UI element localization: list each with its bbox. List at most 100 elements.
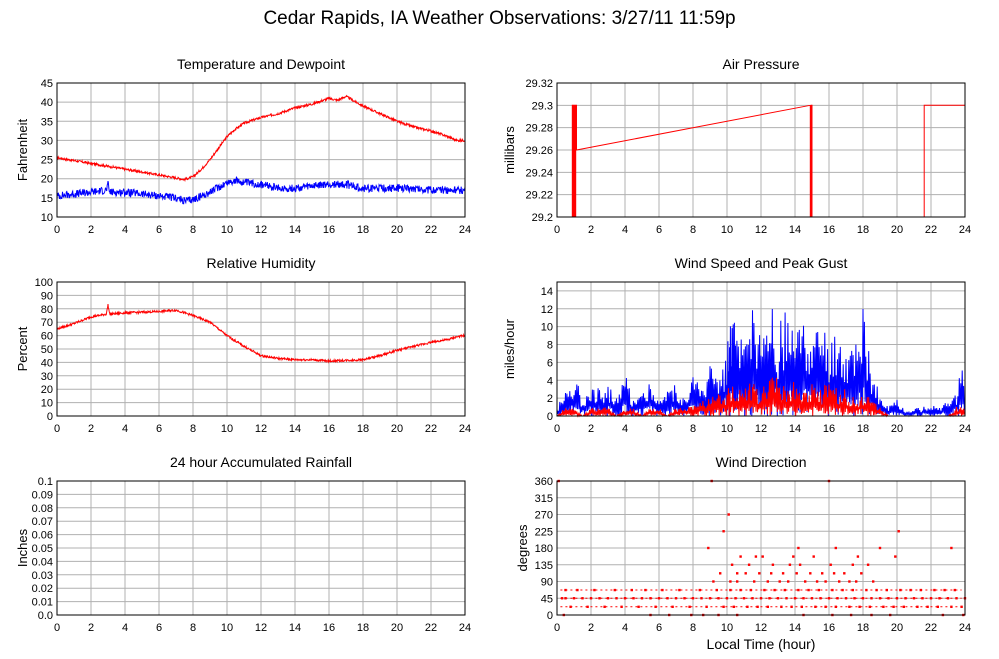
data-point	[858, 605, 861, 609]
x-tick-label: 12	[255, 423, 267, 435]
data-point	[787, 580, 790, 583]
x-tick-label: 10	[721, 622, 733, 634]
x-tick-label: 14	[289, 224, 301, 236]
x-tick-label: 22	[425, 224, 437, 236]
y-tick-label: 0	[47, 411, 53, 423]
data-point	[798, 563, 802, 566]
data-point	[657, 597, 661, 600]
data-point	[866, 563, 870, 566]
x-tick-label: 20	[391, 423, 403, 435]
data-point	[860, 572, 863, 575]
x-tick-label: 2	[88, 423, 94, 435]
plot-frame	[56, 281, 466, 417]
data-point	[722, 530, 725, 533]
x-tick-label: 14	[289, 423, 301, 435]
x-tick-label: 8	[690, 622, 696, 634]
x-tick-label: 2	[88, 622, 94, 634]
data-point	[722, 605, 725, 609]
series-line	[56, 94, 466, 182]
y-tick-label: 40	[41, 97, 53, 109]
data-point	[856, 555, 860, 558]
data-point	[817, 588, 820, 592]
data-point	[586, 605, 589, 609]
data-point	[744, 572, 747, 575]
x-tick-label: 22	[425, 423, 437, 435]
x-tick-label: 4	[622, 224, 628, 236]
y-tick-label: 60	[41, 331, 53, 343]
y-tick-label: 0.0	[38, 610, 53, 622]
data-point	[683, 597, 686, 600]
data-point	[838, 580, 841, 583]
y-tick-label: 0.08	[32, 503, 53, 515]
y-tick-label: 10	[541, 322, 553, 334]
x-tick-label: 10	[221, 224, 233, 236]
chart-rain: 0 2 4 6 8 10 12 14 16 18 20 22 240.00.010.020.030.04…	[15, 454, 471, 634]
y-axis-label: degrees	[515, 524, 530, 571]
x-axis-label: Local Time (hour)	[706, 636, 816, 652]
data-point	[851, 588, 854, 592]
x-tick-label: 22	[925, 423, 937, 435]
data-point	[632, 597, 635, 600]
y-tick-label: 90	[41, 290, 53, 302]
data-point	[797, 546, 800, 550]
chart-title: Relative Humidity	[207, 255, 316, 271]
data-point	[894, 555, 897, 558]
data-point	[793, 597, 797, 600]
chart-title: Air Pressure	[722, 56, 799, 72]
x-tick-label: 12	[255, 224, 267, 236]
x-tick-label: 0	[554, 423, 560, 435]
y-tick-label: 315	[535, 493, 553, 505]
data-point	[788, 563, 792, 566]
data-point	[572, 597, 576, 600]
x-tick-label: 12	[755, 423, 767, 435]
y-tick-label: 35	[41, 116, 53, 128]
page-title: Cedar Rapids, IA Weather Observations: 3…	[263, 8, 736, 29]
x-tick-label: 24	[459, 423, 471, 435]
data-point	[678, 588, 681, 592]
x-tick-label: 6	[656, 423, 662, 435]
data-point	[763, 588, 766, 592]
y-tick-label: 0	[547, 610, 553, 622]
y-tick-label: 30	[41, 135, 53, 147]
series-line	[56, 176, 466, 205]
x-tick-label: 0	[54, 224, 60, 236]
data-point	[766, 580, 769, 583]
data-point	[807, 588, 810, 592]
y-tick-label: 50	[41, 344, 53, 356]
y-tick-label: 15	[41, 193, 53, 205]
y-tick-label: 100	[35, 277, 53, 289]
x-tick-label: 14	[789, 224, 801, 236]
data-point	[732, 605, 735, 609]
data-point	[761, 555, 764, 558]
y-tick-label: 20	[41, 384, 53, 396]
data-point	[834, 546, 837, 550]
x-tick-label: 16	[823, 423, 835, 435]
x-tick-label: 24	[459, 622, 471, 634]
y-tick-label: 90	[541, 577, 553, 589]
x-tick-label: 8	[690, 423, 696, 435]
data-point	[756, 605, 759, 609]
y-tick-label: 25	[41, 155, 53, 167]
data-point	[613, 588, 616, 592]
data-point	[736, 572, 739, 575]
y-tick-label: 8	[547, 340, 553, 352]
x-tick-label: 0	[554, 622, 560, 634]
x-tick-label: 18	[357, 423, 369, 435]
x-tick-label: 22	[425, 622, 437, 634]
data-point	[773, 588, 776, 592]
data-point	[751, 597, 754, 600]
data-point	[707, 546, 710, 550]
x-tick-label: 10	[221, 423, 233, 435]
y-tick-label: 0.01	[32, 597, 53, 609]
y-tick-label: 270	[535, 510, 553, 522]
x-tick-label: 24	[959, 224, 971, 236]
data-point	[809, 572, 812, 575]
plot-frame	[556, 281, 966, 417]
y-axis-label: Fahrenheit	[15, 119, 30, 182]
x-tick-label: 16	[323, 622, 335, 634]
y-tick-label: 70	[41, 317, 53, 329]
data-point	[623, 597, 627, 600]
y-tick-label: 29.2	[532, 212, 553, 224]
data-point	[792, 555, 795, 558]
